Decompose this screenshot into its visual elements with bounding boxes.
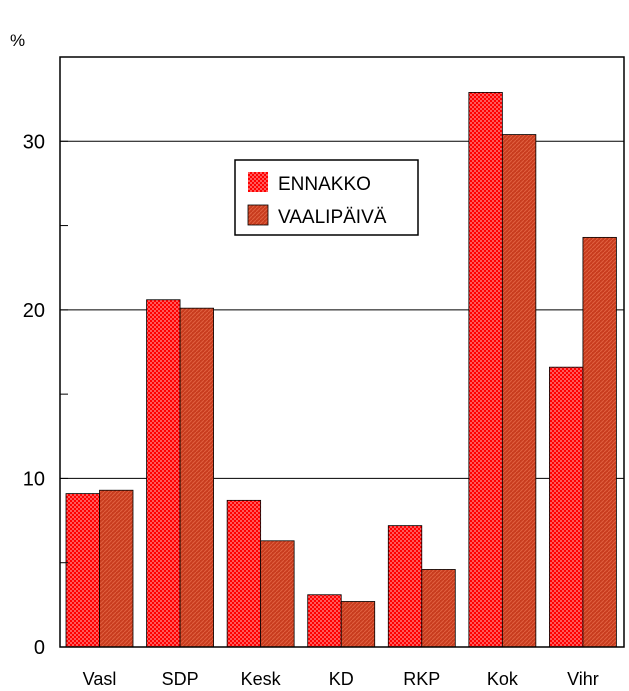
bar-vasl-vaalipaiva <box>99 489 134 648</box>
legend: ENNAKKO VAALIPÄIVÄ <box>234 159 419 236</box>
x-tick-label-vasl: Vasl <box>83 669 117 689</box>
x-axis: Vasl SDP Kesk KD RKP Kok Vihr <box>83 669 599 689</box>
bar-kd-vaalipaiva <box>340 601 376 648</box>
x-tick-label-rkp: RKP <box>403 669 440 689</box>
plot-frame <box>59 56 625 648</box>
bars <box>65 92 617 648</box>
y-tick-label-10: 10 <box>23 468 45 490</box>
y-axis-unit-label: % <box>10 31 25 50</box>
bar-kesk-ennakko <box>226 499 262 648</box>
x-tick-label-sdp: SDP <box>162 669 199 689</box>
bar-vihr-ennakko <box>549 366 584 648</box>
bar-sdp-vaalipaiva <box>179 307 214 648</box>
bar-rkp-vaalipaiva <box>421 569 456 648</box>
bar-kok-ennakko <box>468 92 503 648</box>
bar-kesk-vaalipaiva <box>260 540 295 648</box>
bar-vihr-vaalipaiva <box>582 236 617 648</box>
x-tick-label-kd: KD <box>329 669 354 689</box>
bar-sdp-ennakko <box>146 299 181 648</box>
y-tick-label-20: 20 <box>23 300 45 322</box>
x-tick-label-vihr: Vihr <box>567 669 599 689</box>
x-tick-label-kok: Kok <box>487 669 519 689</box>
legend-swatch-vaalipaiva <box>247 204 269 226</box>
bar-kd-ennakko <box>307 594 342 648</box>
legend-label-vaalipaiva: VAALIPÄIVÄ <box>278 207 387 228</box>
bar-vasl-ennakko <box>65 493 100 648</box>
x-tick-label-kesk: Kesk <box>241 669 282 689</box>
bar-kok-vaalipaiva <box>501 134 537 648</box>
y-axis: 0 10 20 30 <box>23 131 68 659</box>
y-tick-label-30: 30 <box>23 131 45 153</box>
legend-swatch-ennakko <box>248 172 268 192</box>
legend-label-ennakko: ENNAKKO <box>278 174 371 195</box>
y-tick-label-0: 0 <box>34 637 45 659</box>
bar-rkp-ennakko <box>387 525 423 648</box>
